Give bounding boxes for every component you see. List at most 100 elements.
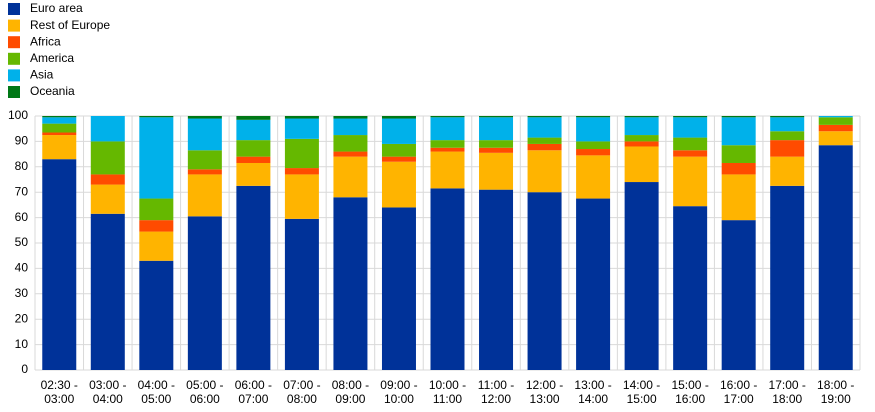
bar-segment <box>236 162 271 186</box>
bar-segment <box>284 168 319 175</box>
x-tick-label: 08:00 - 09:00 <box>331 378 370 406</box>
bar-segment <box>624 146 659 183</box>
bar-segment <box>673 206 708 370</box>
legend-label: Africa <box>30 34 61 48</box>
y-tick-label: 40 <box>15 261 29 275</box>
legend-label: Euro area <box>30 1 83 15</box>
x-tick-label: 09:00 - 10:00 <box>380 378 418 406</box>
bar-segment <box>624 135 659 142</box>
bar-segment <box>527 150 562 193</box>
bar-segment <box>479 152 514 190</box>
x-tick-label: 05:00 - 06:00 <box>186 378 224 406</box>
bar-segment <box>770 117 805 132</box>
legend-swatch <box>8 3 20 15</box>
y-tick-label: 10 <box>15 337 29 351</box>
bar-segment <box>479 147 514 153</box>
y-tick-label: 0 <box>21 362 28 376</box>
y-tick-label: 90 <box>15 134 29 148</box>
y-tick-label: 100 <box>8 108 28 122</box>
bar-segment <box>42 116 77 118</box>
bar-segment <box>770 185 805 370</box>
bar-segment <box>576 141 611 150</box>
bar-segment <box>139 231 174 261</box>
bar-segment <box>770 131 805 141</box>
bar-segment <box>187 150 222 170</box>
legend-swatch <box>8 86 20 98</box>
x-tick-label: 13:00 - 14:00 <box>574 378 612 406</box>
bar-segment <box>333 118 368 136</box>
bar-segment <box>770 156 805 186</box>
x-tick-label: 16:00 - 17:00 <box>719 378 758 406</box>
bar-segment <box>90 141 125 175</box>
bar-segment <box>818 145 853 370</box>
bar-segment <box>818 131 853 146</box>
bar-segment <box>430 116 465 118</box>
bar-segment <box>527 116 562 118</box>
bar-segment <box>90 116 125 142</box>
bar-segment <box>430 147 465 152</box>
bar-segment <box>42 135 77 160</box>
bar-segment <box>624 117 659 136</box>
bar-segment <box>527 192 562 370</box>
bar-segment <box>381 143 416 157</box>
y-tick-label: 80 <box>15 159 29 173</box>
y-tick-label: 50 <box>15 235 29 249</box>
bar-segment <box>333 135 368 152</box>
bar-segment <box>284 116 319 119</box>
bar-segment <box>576 116 611 118</box>
bar-segment <box>624 116 659 118</box>
y-tick-label: 70 <box>15 184 29 198</box>
x-tick-label: 14:00 - 15:00 <box>622 378 661 406</box>
bar-segment <box>139 198 174 221</box>
bar-segment <box>90 213 125 370</box>
bar-segment <box>479 117 514 141</box>
bar-segment <box>576 198 611 370</box>
bar-segment <box>430 140 465 148</box>
bar-segment <box>187 174 222 217</box>
bar-segment <box>236 185 271 370</box>
y-tick-label: 30 <box>15 286 29 300</box>
x-tick-label: 06:00 - 07:00 <box>234 378 273 406</box>
x-tick-label: 04:00 - 05:00 <box>137 378 175 406</box>
bar-segment <box>139 116 174 118</box>
bar-segment <box>236 140 271 157</box>
bar-segment <box>818 124 853 132</box>
legend-swatch <box>8 52 20 65</box>
bar-segment <box>42 132 77 136</box>
x-tick-label: 18:00 - 19:00 <box>817 378 855 406</box>
x-tick-label: 02:30 - 03:00 <box>40 378 78 406</box>
bar-segment <box>139 117 174 199</box>
legend-swatch <box>8 36 20 49</box>
x-tick-label: 03:00 - 04:00 <box>89 378 127 406</box>
bar-segment <box>90 184 125 214</box>
bar-segment <box>479 140 514 148</box>
bar-segment <box>236 116 271 120</box>
x-tick-label: 15:00 - 16:00 <box>671 378 709 406</box>
bar-segment <box>430 151 465 189</box>
bar-segment <box>721 220 756 370</box>
bar-segment <box>381 156 416 162</box>
bar-segment <box>818 116 853 118</box>
bar-segment <box>139 220 174 232</box>
bar-segment <box>818 117 853 125</box>
x-tick-label: 10:00 - 11:00 <box>428 378 467 406</box>
bar-segment <box>770 140 805 157</box>
bar-segment <box>673 156 708 207</box>
bar-segment <box>576 149 611 156</box>
bar-segment <box>236 119 271 141</box>
bar-segment <box>187 118 222 151</box>
bar-segment <box>527 117 562 138</box>
bar-segment <box>479 189 514 370</box>
bar-segment <box>673 116 708 118</box>
legend-label: Asia <box>30 68 54 82</box>
bar-segment <box>673 137 708 151</box>
bar-segment <box>721 116 756 118</box>
bar-segment <box>381 207 416 370</box>
legend-label: Oceania <box>30 84 75 98</box>
bar-segment <box>576 117 611 142</box>
bar-segment <box>673 117 708 138</box>
bar-segment <box>721 174 756 221</box>
bar-segment <box>624 182 659 370</box>
